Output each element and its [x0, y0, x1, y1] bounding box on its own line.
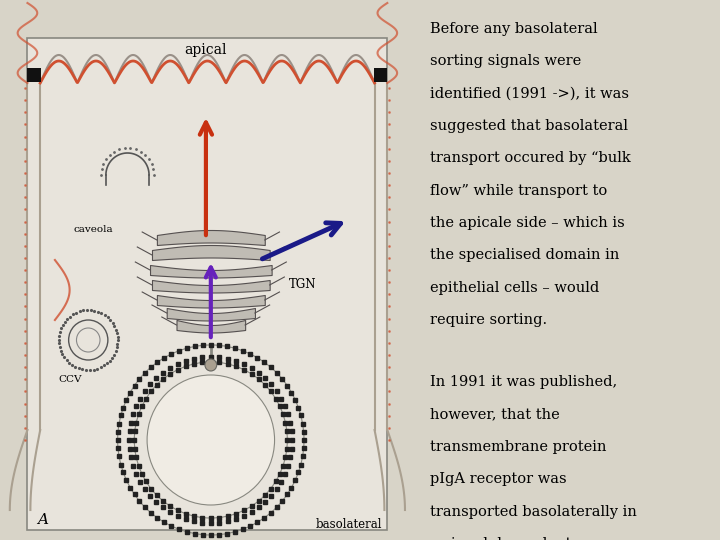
Text: suggested that basolateral: suggested that basolateral [431, 119, 629, 133]
Text: transported basolaterally in: transported basolaterally in [431, 505, 637, 519]
Text: transmembrane protein: transmembrane protein [431, 440, 607, 454]
Text: Before any basolateral: Before any basolateral [431, 22, 598, 36]
Text: caveola: caveola [73, 226, 113, 234]
Text: In 1991 it was published,: In 1991 it was published, [431, 375, 618, 389]
Text: TGN: TGN [289, 279, 317, 292]
Text: epithelial cells – would: epithelial cells – would [431, 281, 600, 295]
Circle shape [205, 359, 217, 371]
Text: flow” while transport to: flow” while transport to [431, 184, 608, 198]
Text: A: A [37, 513, 48, 527]
Bar [27, 68, 41, 82]
Text: basolateral: basolateral [316, 518, 382, 531]
Text: identified (1991 ->), it was: identified (1991 ->), it was [431, 86, 629, 100]
Text: apical: apical [184, 43, 228, 57]
Bar [27, 38, 387, 530]
Bar [374, 68, 387, 82]
Text: transport occured by “bulk: transport occured by “bulk [431, 151, 631, 165]
Text: however, that the: however, that the [431, 408, 560, 422]
Text: a signal dependent manner.: a signal dependent manner. [431, 537, 636, 540]
Text: CCV: CCV [59, 375, 82, 384]
Text: require sorting.: require sorting. [431, 313, 547, 327]
Text: sorting signals were: sorting signals were [431, 54, 582, 68]
Text: the specialised domain in: the specialised domain in [431, 248, 620, 262]
Circle shape [147, 375, 274, 505]
Text: pIgA receptor was: pIgA receptor was [431, 472, 567, 487]
Text: the apicale side – which is: the apicale side – which is [431, 216, 625, 230]
